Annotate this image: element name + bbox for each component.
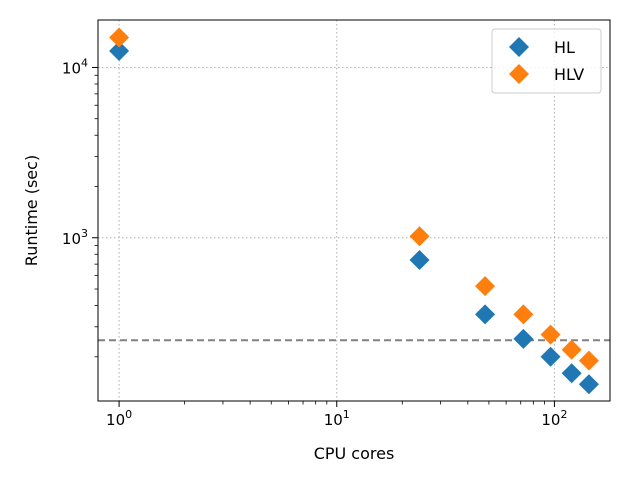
marker-hl-4 <box>540 346 561 367</box>
marker-hl-1 <box>409 250 430 271</box>
marker-hl-0 <box>109 40 130 61</box>
x-tick-label-1: 101 <box>324 408 350 429</box>
y-tick-label-1: 104 <box>62 56 88 77</box>
x-tick-label-0: 100 <box>106 408 132 429</box>
y-axis-label: Runtime (sec) <box>22 155 41 266</box>
marker-hl-6 <box>578 374 599 395</box>
axis-ticks: 100 101 102 103 104 <box>62 56 568 429</box>
legend-label-hlv: HLV <box>554 65 584 84</box>
x-axis-label: CPU cores <box>314 444 395 463</box>
marker-hlv-1 <box>409 226 430 247</box>
marker-hlv-6 <box>578 350 599 371</box>
y-tick-label-0: 103 <box>62 227 88 248</box>
marker-hlv-2 <box>475 276 496 297</box>
legend-box <box>491 28 602 94</box>
marker-hlv-4 <box>540 324 561 345</box>
marker-hl-3 <box>513 328 534 349</box>
plot-frame <box>97 19 611 402</box>
legend: HL HLV <box>491 28 602 94</box>
legend-marker-hlv <box>509 64 529 84</box>
marker-hlv-5 <box>561 339 582 360</box>
marker-hl-2 <box>475 304 496 325</box>
marker-hlv-3 <box>513 304 534 325</box>
marker-hl-5 <box>561 363 582 384</box>
legend-label-hl: HL <box>554 38 575 57</box>
x-tick-label-2: 102 <box>541 408 567 429</box>
data-marks <box>109 27 599 395</box>
marker-hlv-0 <box>109 27 130 48</box>
legend-marker-hl <box>509 37 529 57</box>
